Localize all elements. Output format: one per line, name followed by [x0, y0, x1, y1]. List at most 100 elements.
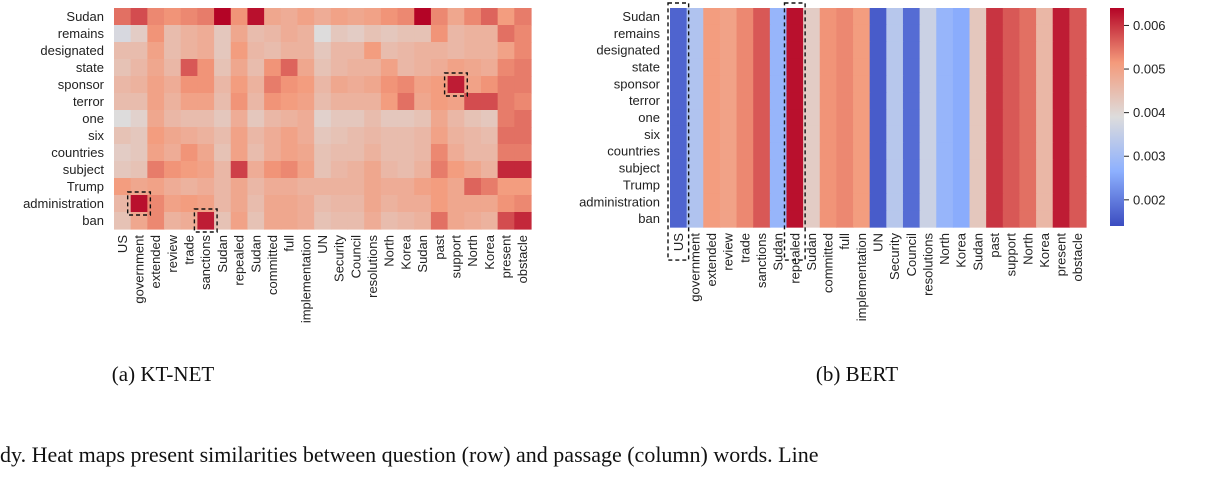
heatmap-cell	[1019, 8, 1037, 26]
column-label: UN	[315, 235, 330, 254]
heatmap-cell	[869, 142, 887, 161]
column-label: obstacle	[1070, 233, 1085, 281]
heatmap-cell	[197, 127, 215, 145]
heatmap-cell	[936, 159, 954, 178]
heatmap-cell	[330, 178, 349, 196]
heatmap-cell	[1036, 75, 1054, 93]
heatmap-cell	[769, 24, 788, 43]
heatmap-cell	[686, 41, 704, 60]
heatmap-cell	[853, 75, 871, 93]
heatmap-cell	[1019, 159, 1037, 178]
heatmap-cell	[886, 8, 904, 26]
heatmap-cell	[786, 142, 804, 161]
heatmap-cell	[414, 195, 432, 213]
heatmap-cell	[736, 75, 754, 93]
heatmap-cell	[114, 212, 132, 230]
heatmap-cell	[264, 110, 282, 128]
heatmap-cell	[886, 75, 904, 93]
heatmap-cell	[1019, 58, 1037, 76]
heatmap-cell	[164, 59, 182, 77]
heatmap-kt-net: Sudan remains designated state sponsor terror…	[23, 8, 532, 323]
heatmap-cell	[314, 161, 332, 179]
heatmap-cell	[130, 127, 148, 145]
heatmap-cell	[447, 76, 465, 94]
heatmap-cell	[1019, 210, 1037, 228]
heatmap-cell	[414, 110, 432, 128]
subcaption-bert: (b) BERT	[816, 362, 898, 386]
highlight-box	[783, 2, 806, 261]
heatmap-cell	[803, 125, 821, 144]
heatmap-cell	[497, 8, 515, 26]
heatmap-cell	[869, 75, 887, 93]
heatmap-cell	[803, 92, 821, 110]
heatmap-cell	[297, 144, 315, 162]
heatmap-cell	[736, 24, 754, 43]
column-label: full	[282, 235, 297, 252]
heatmap-cell	[314, 76, 332, 94]
heatmap-cell	[853, 41, 871, 60]
column-label: North	[382, 235, 397, 267]
heatmap-cell	[1052, 210, 1070, 228]
heatmap-cell	[902, 92, 921, 110]
heatmap-cell	[214, 25, 232, 43]
heatmap-cell	[180, 25, 198, 43]
heatmap-cell	[464, 93, 482, 111]
heatmap-cell	[130, 93, 148, 111]
heatmap-cell	[1052, 142, 1070, 161]
column-label: full	[837, 233, 852, 250]
heatmap-cell	[330, 93, 349, 111]
column-label: Sudan	[771, 233, 786, 271]
heatmap-cell	[869, 159, 887, 178]
heatmap-cell	[919, 142, 937, 161]
heatmap-cell	[1002, 92, 1021, 110]
heatmap-cell	[164, 42, 182, 60]
heatmap-cell	[753, 41, 771, 60]
heatmap-cell	[952, 210, 971, 228]
heatmap-cell	[514, 127, 532, 145]
heatmap-cell	[869, 125, 887, 144]
column-label: sanctions	[198, 235, 213, 290]
heatmap-cell	[902, 24, 921, 43]
heatmap-cell	[430, 127, 449, 145]
heatmap-cell	[280, 25, 299, 43]
heatmap-cell	[497, 178, 515, 196]
heatmap-cell	[952, 41, 971, 60]
heatmap-cell	[497, 42, 515, 60]
heatmap-cell	[164, 25, 182, 43]
heatmap-cell	[130, 161, 148, 179]
heatmap-cell	[670, 193, 688, 211]
heatmap-cell	[853, 193, 871, 211]
heatmap-cell	[919, 109, 937, 127]
heatmap-cell	[1002, 176, 1021, 194]
heatmap-cell	[1069, 193, 1087, 211]
heatmap-cell	[180, 110, 198, 128]
heatmap-cell	[230, 25, 249, 43]
heatmap-cell	[703, 109, 721, 127]
heatmap-cell	[247, 212, 265, 230]
heatmap-cell	[314, 195, 332, 213]
heatmap-cell	[314, 93, 332, 111]
heatmap-cell	[969, 24, 987, 43]
heatmap-cell	[769, 58, 788, 76]
heatmap-cell	[769, 92, 788, 110]
heatmap-cell	[297, 42, 315, 60]
heatmap-cell	[197, 8, 215, 26]
heatmap-cell	[736, 8, 754, 26]
heatmap-cell	[330, 42, 349, 60]
heatmap-cell	[464, 212, 482, 230]
heatmap-cell	[197, 59, 215, 77]
heatmap-cell	[514, 110, 532, 128]
heatmap-cell	[130, 195, 148, 213]
heatmap-cell	[230, 161, 249, 179]
heatmap-cell	[1036, 210, 1054, 228]
heatmap-cell	[197, 110, 215, 128]
row-label: Trump	[67, 179, 104, 194]
heatmap-cell	[836, 159, 854, 178]
heatmap-cell	[803, 142, 821, 161]
heatmap-cell	[347, 59, 365, 77]
heatmap-cell	[819, 75, 837, 93]
heatmap-cell	[464, 59, 482, 77]
heatmap-cell	[986, 210, 1004, 228]
heatmap-cell	[130, 76, 148, 94]
